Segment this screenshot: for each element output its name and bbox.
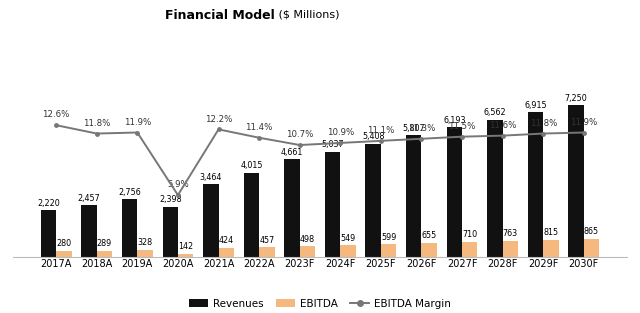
Text: 5,807: 5,807 (403, 124, 425, 133)
Text: Financial Model: Financial Model (166, 9, 275, 23)
Text: 11.4%: 11.4% (245, 123, 273, 132)
Text: 11.5%: 11.5% (449, 122, 476, 131)
Text: 599: 599 (381, 233, 396, 242)
Text: 11.6%: 11.6% (489, 121, 516, 130)
Bar (462, 242, 477, 257)
Bar (365, 144, 381, 257)
Bar (56, 251, 72, 257)
Bar (300, 246, 315, 257)
Bar (543, 240, 559, 257)
Bar (568, 105, 584, 257)
Text: 2,220: 2,220 (37, 199, 60, 208)
Text: 763: 763 (503, 229, 518, 238)
Text: 2,398: 2,398 (159, 195, 182, 204)
Text: 865: 865 (584, 227, 599, 236)
Text: 3,464: 3,464 (200, 173, 222, 182)
Bar (178, 254, 193, 257)
Text: 6,915: 6,915 (524, 101, 547, 110)
Legend: Revenues, EBITDA, EBITDA Margin: Revenues, EBITDA, EBITDA Margin (185, 295, 455, 313)
Bar (163, 207, 178, 257)
Bar (122, 199, 138, 257)
Text: 6,193: 6,193 (443, 116, 466, 125)
Bar (244, 173, 259, 257)
Text: 289: 289 (97, 239, 112, 248)
Text: 2,756: 2,756 (118, 188, 141, 197)
Text: 11.1%: 11.1% (367, 126, 395, 135)
Bar (406, 136, 422, 257)
Text: 10.9%: 10.9% (326, 128, 354, 137)
Text: 12.6%: 12.6% (42, 110, 70, 120)
Text: 549: 549 (340, 234, 356, 243)
Text: 11.9%: 11.9% (124, 118, 151, 127)
Bar (81, 205, 97, 257)
Bar (584, 239, 599, 257)
Bar (325, 151, 340, 257)
Text: 5,037: 5,037 (321, 140, 344, 149)
Text: 142: 142 (178, 242, 193, 251)
Text: 4,015: 4,015 (240, 162, 262, 170)
Bar (97, 251, 112, 257)
Bar (259, 247, 275, 257)
Bar (381, 244, 396, 257)
Text: 7,250: 7,250 (564, 94, 588, 103)
Text: 424: 424 (219, 236, 234, 245)
Text: 655: 655 (422, 232, 437, 240)
Bar (422, 243, 437, 257)
Bar (138, 250, 153, 257)
Bar (487, 120, 502, 257)
Text: 457: 457 (259, 236, 275, 245)
Bar (41, 210, 56, 257)
Text: 328: 328 (138, 238, 152, 247)
Text: 10.7%: 10.7% (286, 130, 314, 139)
Text: 4,661: 4,661 (281, 148, 303, 157)
Text: 12.2%: 12.2% (205, 115, 232, 124)
Text: 710: 710 (462, 230, 477, 239)
Text: 11.9%: 11.9% (570, 118, 598, 127)
Text: 11.8%: 11.8% (529, 119, 557, 128)
Text: 498: 498 (300, 235, 315, 244)
Text: 280: 280 (56, 239, 72, 248)
Text: 11.3%: 11.3% (408, 124, 435, 133)
Bar (340, 245, 356, 257)
Text: 11.8%: 11.8% (83, 119, 111, 128)
Text: ($ Millions): ($ Millions) (275, 9, 340, 19)
Bar (284, 159, 300, 257)
Text: 5,408: 5,408 (362, 132, 385, 141)
Bar (447, 127, 462, 257)
Text: 815: 815 (543, 228, 559, 237)
Bar (528, 112, 543, 257)
Text: 5.9%: 5.9% (167, 180, 189, 189)
Bar (203, 184, 218, 257)
Bar (502, 241, 518, 257)
Bar (218, 248, 234, 257)
Text: 2,457: 2,457 (77, 194, 100, 203)
Text: 6,562: 6,562 (484, 108, 506, 117)
